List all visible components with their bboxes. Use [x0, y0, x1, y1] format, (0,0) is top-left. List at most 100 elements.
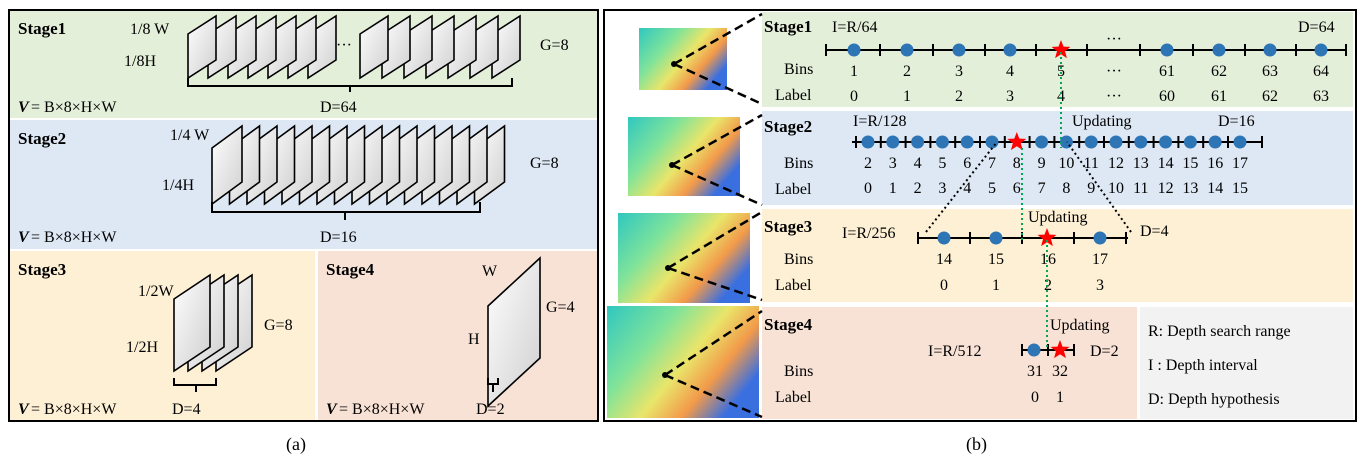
b-stage2-hypothesis-dot-6: [985, 135, 999, 149]
stage3-width-label: 1/2W: [138, 283, 174, 300]
b-stage1-hypothesis-dot-6: [1212, 43, 1226, 57]
b-stage2-hypothesis-dot-15: [1233, 135, 1247, 149]
b-stage2-title: Stage2: [764, 117, 812, 136]
b-stage3-gt-star-icon: [1037, 228, 1057, 247]
legend-item-range: R: Depth search range: [1148, 323, 1291, 340]
b-stage2-bin-3: 4: [914, 155, 922, 172]
stage1-plane-8: [359, 14, 389, 80]
stage1-volume-v: V: [18, 99, 30, 116]
b-stage4-depth: D=2: [1090, 343, 1119, 360]
stage1-width-label: 1/8 W: [130, 21, 170, 38]
b-stage2-bin-15: 16: [1207, 155, 1223, 172]
b-stage2-hypothesis-dot-10: [1109, 135, 1123, 149]
b-stage2-hypothesis-dot-7: [1035, 135, 1049, 149]
b-stage2-bin-7: 8: [1013, 155, 1021, 172]
stage1-volume-formula: = B×8×H×W: [31, 99, 117, 116]
b-stage3-depth: D=4: [1140, 223, 1169, 240]
b-stage2-label-12: 11: [1133, 180, 1148, 197]
stage1-dots: ···: [336, 37, 352, 54]
b-stage4-axis: 31 32 0 1: [1021, 340, 1075, 406]
b-stage2-label-2: 1: [889, 180, 897, 197]
b-stage1-bin-7: 61: [1159, 63, 1175, 80]
pixel-marker-stage4: [662, 372, 668, 378]
stage4-volume-formula: = B×8×H×W: [339, 401, 425, 418]
b-stage4-updating: Updating: [1050, 317, 1110, 334]
b-stage4-band: [762, 307, 1137, 419]
stage4-plane-1: [487, 256, 541, 408]
b-stage3-hypothesis-dot-2: [989, 231, 1003, 245]
b-stage3-hypothesis-dot-1: [937, 231, 951, 245]
b-stage2-bin-2: 3: [889, 155, 897, 172]
b-stage2-label-9: 8: [1062, 180, 1070, 197]
stage2-title: Stage2: [18, 129, 66, 148]
b-stage1-label-7: 60: [1159, 88, 1175, 105]
b-stage1-bin-8: 62: [1211, 63, 1227, 80]
b-stage1-label-4: 3: [1006, 88, 1014, 105]
b-stage1-label-5: 4: [1057, 88, 1065, 105]
zoom-lines-stage3: [667, 210, 763, 302]
b-stage3-label-2: 1: [992, 277, 1000, 294]
b-stage2-label-7: 6: [1013, 180, 1021, 197]
stage2-depth-label: D=16: [320, 229, 357, 246]
b-stage1-bin-9: 63: [1262, 63, 1278, 80]
b-stage1-hypothesis-dot-3: [952, 43, 966, 57]
stage4-group-label: G=4: [546, 299, 575, 316]
b-stage3-bin-2: 15: [988, 251, 1004, 268]
stage2-feature-planes: [211, 124, 506, 206]
pixel-marker-stage2: [669, 162, 675, 168]
b-stage2-bin-5: 6: [963, 155, 971, 172]
b-stage1-gt-star-icon: [1051, 40, 1071, 59]
stage4-height-label: H: [468, 331, 480, 348]
b-stage3-hypothesis-dot-3: [1093, 231, 1107, 245]
b-stage1-label-2: 1: [903, 88, 911, 105]
b-stage1-band: [762, 12, 1353, 107]
stage3-volume-v: V: [18, 401, 30, 418]
b-stage1-bin-10: 64: [1313, 63, 1329, 80]
b-stage2-bin-6: 7: [988, 155, 996, 172]
b-stage2-bin-1: 2: [864, 155, 872, 172]
b-stage2-hypothesis-dot-2: [886, 135, 900, 149]
stage3-band: [10, 251, 315, 420]
b-stage2-bin-14: 15: [1182, 155, 1198, 172]
b-stage2-label-11: 10: [1108, 180, 1124, 197]
stage2-volume-formula: = B×8×H×W: [31, 229, 117, 246]
b-stage2-label-14: 13: [1182, 180, 1198, 197]
b-stage2-label-8: 7: [1038, 180, 1046, 197]
panel-b-caption: (b): [966, 434, 987, 455]
b-stage2-label-10: 9: [1087, 180, 1095, 197]
stage1-group-label: G=8: [540, 37, 569, 54]
b-stage3-bin-4: 17: [1092, 251, 1108, 268]
b-stage2-label-3: 2: [914, 180, 922, 197]
stage4-band: [318, 251, 597, 420]
b-stage3-bin-3: 16: [1040, 251, 1056, 268]
b-stage3-bins-label: Bins: [784, 251, 813, 268]
zoom-lines-stage4: [664, 309, 763, 419]
pixel-marker-stage1: [671, 61, 677, 67]
b-stage1-axis: 1 2 3 4 5 ··· 61 62 63 64 0 1 2 3 4 ··· 60 61 62 63 ···: [825, 31, 1347, 105]
stage1-plane-1: [187, 14, 217, 80]
stage4-feature-planes: [487, 256, 541, 408]
b-stage1-label-1: 0: [850, 88, 858, 105]
b-stage1-bin-6: ···: [1106, 63, 1122, 80]
b-stage2-hypothesis-dot-13: [1183, 135, 1197, 149]
b-stage1-label-6: ···: [1106, 88, 1122, 105]
stage3-depth-label: D=4: [172, 401, 201, 418]
b-stage2-label-15: 14: [1207, 180, 1223, 197]
stage3-volume-formula: = B×8×H×W: [31, 401, 117, 418]
stage3-depth-bracket: [173, 378, 217, 392]
stage1-depth-label: D=64: [320, 99, 357, 116]
b-stage2-axis: 2 3 4 5 6 7 8 9 10 11 12 13 14 15 16 170 1 2 3 4 5 6 7 8 9 10 11 12…: [852, 132, 1263, 197]
zoom-guide-right: [1066, 141, 1132, 233]
b-stage4-title: Stage4: [764, 315, 813, 334]
b-stage4-hypothesis-dot-1: [1027, 343, 1041, 357]
panel-b-frame: [603, 9, 1357, 422]
stage3-plane-1: [173, 273, 211, 373]
b-stage1-bin-1: 1: [850, 63, 858, 80]
b-stage4-label-2: 1: [1056, 389, 1064, 406]
stage4-volume-v: V: [326, 401, 338, 418]
b-stage4-gt-star-icon: [1050, 340, 1070, 359]
pixel-marker-stage3: [665, 265, 671, 271]
b-stage2-bin-10: 11: [1083, 155, 1098, 172]
b-stage4-interval: I=R/512: [928, 343, 981, 360]
b-stage1-label-label: Label: [775, 87, 812, 104]
